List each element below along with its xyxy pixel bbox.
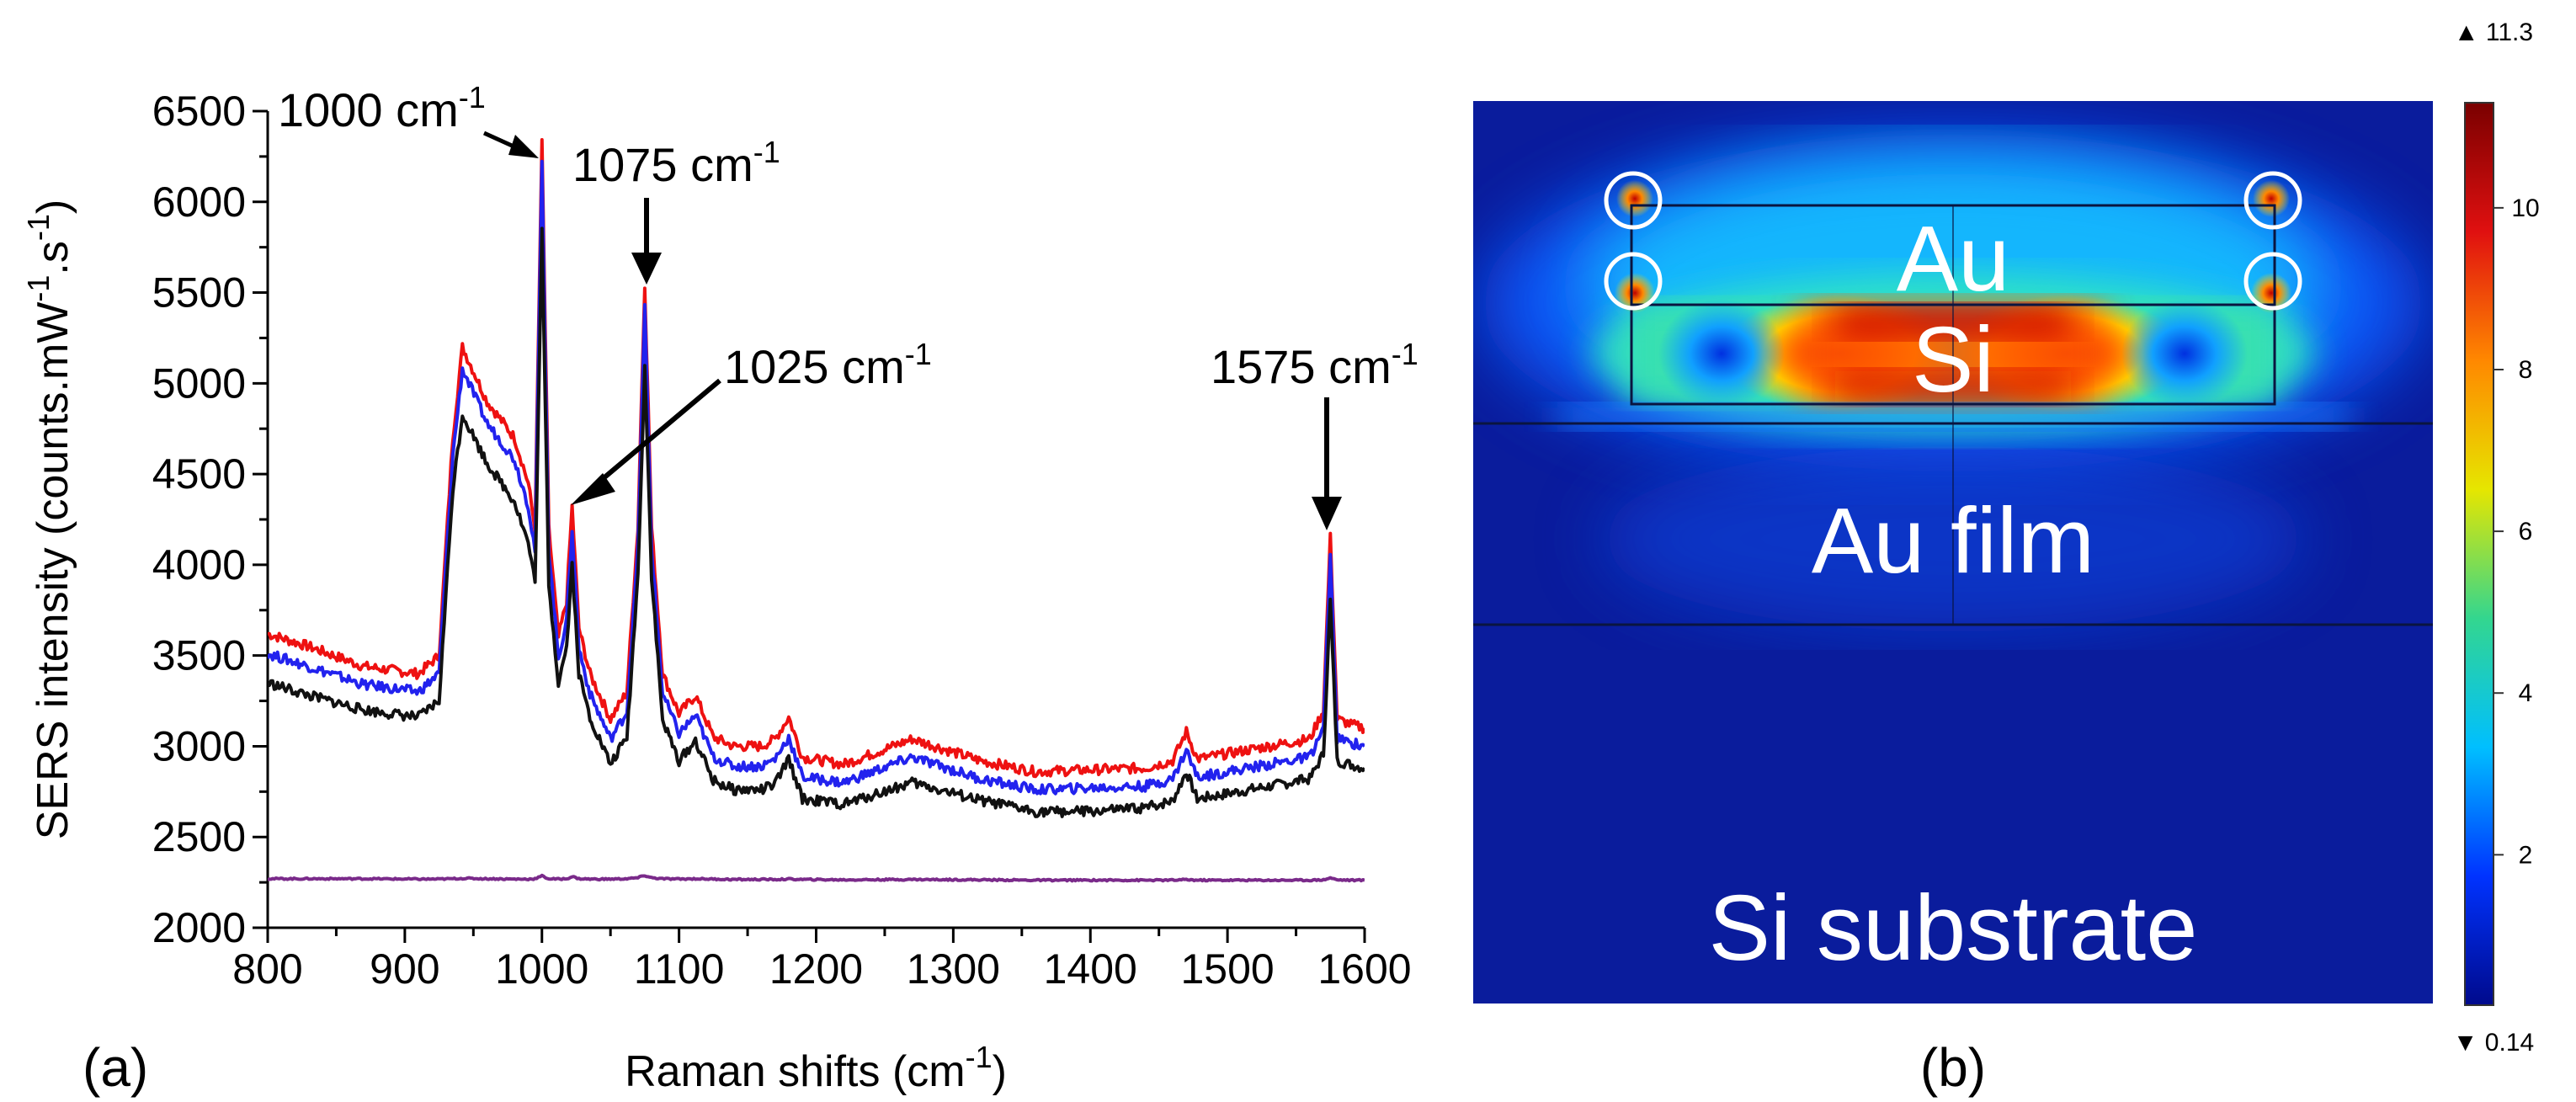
y-tick-label: 4000 xyxy=(152,541,246,588)
y-tick-label: 6000 xyxy=(152,178,246,226)
y-tick-label: 3500 xyxy=(152,632,246,679)
panel-b-field-map: Au Si Au film Si substrate 2 4 6 8 10 ▲ 11.3… xyxy=(1473,19,2540,1098)
colorbar-ticks: 2 4 6 8 10 xyxy=(2494,194,2540,869)
arrow-1575 xyxy=(1312,397,1342,530)
x-tick-label: 1000 xyxy=(495,945,588,993)
y-tick-label: 6500 xyxy=(152,88,246,135)
x-tick-label: 1600 xyxy=(1317,945,1411,993)
colorbar-max-label: ▲ 11.3 xyxy=(2454,19,2533,46)
colorbar-tick-label: 4 xyxy=(2519,679,2533,707)
annotations: 1000 cm-1 1075 cm-1 1025 cm-1 1575 cm-1 xyxy=(278,80,1418,530)
region-label-si: Si xyxy=(1912,308,1994,412)
panel-b-label: (b) xyxy=(1920,1037,1986,1098)
colorbar-tick-label: 2 xyxy=(2519,841,2533,869)
y-tick-label: 4500 xyxy=(152,450,246,498)
y-axis-title: SERS intensity (counts.mW-1.s-1) xyxy=(21,200,77,839)
hotspot-circle-top-left xyxy=(1604,171,1663,230)
y-tick-label: 2500 xyxy=(152,813,246,860)
colorbar-tick-label: 6 xyxy=(2519,518,2533,546)
arrow-1075 xyxy=(631,198,662,285)
field-map-image xyxy=(1473,101,2433,1004)
hotspot-circle-top-right xyxy=(2243,171,2302,230)
spectra-series xyxy=(268,138,1365,883)
arrow-1000 xyxy=(482,130,539,158)
y-tick-label: 5000 xyxy=(152,359,246,407)
panel-a-label: (a) xyxy=(82,1037,148,1098)
region-label-au: Au xyxy=(1897,207,2010,311)
series-line-purple xyxy=(268,873,1365,883)
x-tick-label: 1100 xyxy=(634,945,725,993)
region-label-au-film: Au film xyxy=(1812,489,2094,593)
y-tick-label: 2000 xyxy=(152,904,246,951)
series-line-black xyxy=(268,226,1365,818)
x-tick-label: 1500 xyxy=(1181,945,1275,993)
annotation-1075: 1075 cm-1 xyxy=(572,135,780,191)
colorbar-scale xyxy=(2464,102,2494,1006)
hotspot-circle-bottom-left xyxy=(1604,252,1663,311)
axis-ticks: 800 900 1000 1100 1200 1300 1400 1500 1600 2000 25… xyxy=(152,88,1412,993)
x-axis-title: Raman shifts (cm-1) xyxy=(625,1040,1007,1096)
colorbar-min-label: ▼ 0.14 xyxy=(2453,1029,2534,1057)
x-tick-label: 1400 xyxy=(1044,945,1137,993)
annotation-1575: 1575 cm-1 xyxy=(1211,337,1418,393)
colorbar-tick-label: 10 xyxy=(2511,194,2539,222)
x-tick-label: 900 xyxy=(370,945,439,993)
y-tick-label: 5500 xyxy=(152,269,246,317)
annotation-1000: 1000 cm-1 xyxy=(278,80,486,136)
arrow-1025 xyxy=(571,378,721,505)
colorbar-tick-label: 8 xyxy=(2519,356,2533,384)
y-tick-label: 3000 xyxy=(152,722,246,769)
panel-a-chart: 800 900 1000 1100 1200 1300 1400 1500 1600 2000 25… xyxy=(21,80,1418,1098)
region-label-si-substrate: Si substrate xyxy=(1709,876,2198,980)
colorbar: 2 4 6 8 10 ▲ 11.3 ▼ 0.14 xyxy=(2453,19,2540,1057)
hotspot-circle-bottom-right xyxy=(2243,252,2302,311)
annotation-1025: 1025 cm-1 xyxy=(724,337,932,393)
series-line-blue xyxy=(268,159,1365,796)
x-tick-label: 1300 xyxy=(907,945,1000,993)
x-tick-label: 1200 xyxy=(769,945,863,993)
x-tick-label: 800 xyxy=(232,945,302,993)
